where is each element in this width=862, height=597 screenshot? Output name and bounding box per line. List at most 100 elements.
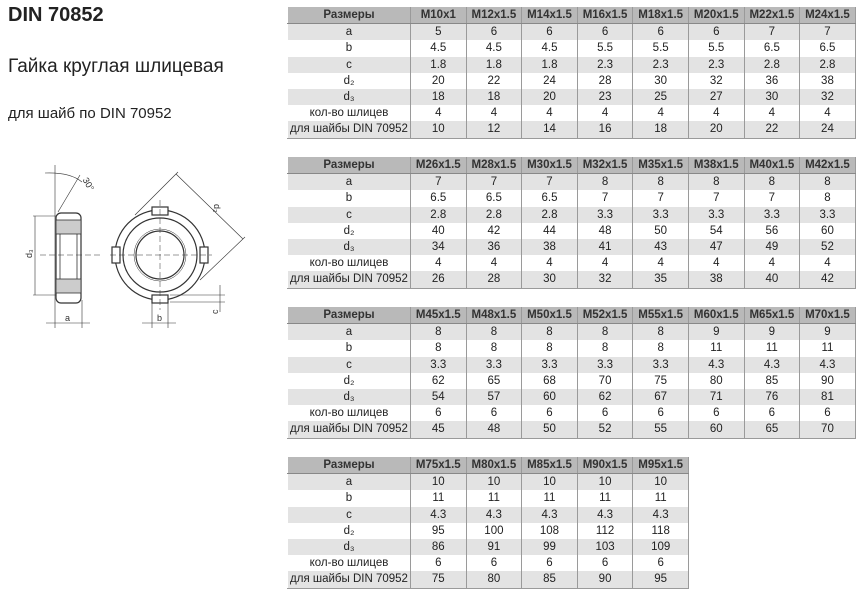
table-cell: 8 bbox=[410, 340, 467, 357]
table-cell: 7 bbox=[743, 190, 801, 207]
row-label: для шайбы DIN 70952 bbox=[287, 271, 411, 289]
table-cell: 4 bbox=[465, 255, 523, 272]
table-row: d₃ 86 91 99 103 109 bbox=[287, 538, 689, 556]
table-cell: 1.8 bbox=[410, 56, 467, 73]
table-cell: 27 bbox=[687, 88, 745, 106]
table-cell: 12 bbox=[465, 121, 523, 139]
row-label: c bbox=[287, 506, 411, 523]
size-header: M45x1.5 bbox=[410, 307, 467, 325]
table-cell: 4.3 bbox=[576, 506, 634, 523]
table-cell: 4.3 bbox=[687, 356, 745, 373]
table-row: d₂ 62 65 68 70 75 80 85 90 bbox=[287, 372, 856, 389]
table-cell: 4 bbox=[521, 105, 578, 122]
table-cell: 8 bbox=[465, 340, 523, 357]
table-cell: 4.5 bbox=[465, 40, 523, 57]
table-cell: 5.5 bbox=[687, 40, 745, 57]
table-cell: 8 bbox=[521, 340, 578, 357]
size-table: Размеры M26x1.5 M28x1.5 M30x1.5 M32x1.5 M35x1… bbox=[287, 157, 856, 289]
table-cell: 20 bbox=[521, 88, 578, 106]
row-label: d₂ bbox=[287, 522, 411, 539]
table-row: b 8 8 8 8 8 11 11 11 bbox=[287, 340, 856, 357]
table-cell: 16 bbox=[576, 121, 634, 139]
table-row: d₃ 34 36 38 41 43 47 49 52 bbox=[287, 238, 856, 256]
row-label: кол-во шлицев bbox=[287, 405, 411, 422]
header-label: Размеры bbox=[287, 157, 411, 175]
size-header: M32x1.5 bbox=[576, 157, 634, 175]
table-cell: 49 bbox=[743, 238, 801, 256]
table-row: b 11 11 11 11 11 bbox=[287, 490, 689, 507]
table-cell: 54 bbox=[410, 388, 467, 406]
table-cell: 36 bbox=[465, 238, 523, 256]
table-cell: 118 bbox=[632, 522, 689, 539]
table-cell: 11 bbox=[465, 490, 523, 507]
table-cell: 81 bbox=[799, 388, 856, 406]
row-label: кол-во шлицев bbox=[287, 255, 411, 272]
size-header: M90x1.5 bbox=[576, 457, 634, 475]
table-cell: 30 bbox=[743, 88, 801, 106]
row-label: b bbox=[287, 190, 411, 207]
table-cell: 6 bbox=[521, 405, 578, 422]
size-header: M95x1.5 bbox=[632, 457, 689, 475]
table-cell: 4 bbox=[799, 105, 856, 122]
table-cell: 44 bbox=[521, 222, 578, 239]
table-cell: 8 bbox=[687, 173, 745, 191]
size-header: M10x1 bbox=[410, 7, 467, 25]
table-cell: 8 bbox=[521, 323, 578, 341]
table-cell: 4 bbox=[521, 255, 578, 272]
size-header: M12x1.5 bbox=[465, 7, 523, 25]
table-cell: 4.3 bbox=[521, 506, 578, 523]
table-cell: 36 bbox=[743, 72, 801, 89]
table-cell: 48 bbox=[465, 421, 523, 439]
table-cell: 11 bbox=[743, 340, 801, 357]
header-label: Размеры bbox=[287, 457, 411, 475]
table-cell: 32 bbox=[799, 88, 856, 106]
table-cell: 4 bbox=[743, 105, 801, 122]
angle-label: 30° bbox=[81, 176, 97, 193]
table-cell: 52 bbox=[576, 421, 634, 439]
table-row: кол-во шлицев 4 4 4 4 4 4 4 4 bbox=[287, 255, 856, 272]
table-cell: 8 bbox=[576, 340, 634, 357]
table-cell: 90 bbox=[576, 571, 634, 589]
size-table: Размеры M75x1.5 M80x1.5 M85x1.5 M90x1.5 M95x1… bbox=[287, 457, 689, 589]
table-cell: 11 bbox=[576, 490, 634, 507]
table-cell: 38 bbox=[687, 271, 745, 289]
table-cell: 10 bbox=[521, 473, 578, 491]
table-row: b 4.5 4.5 4.5 5.5 5.5 5.5 6.5 6.5 bbox=[287, 40, 856, 57]
table-cell: 8 bbox=[465, 323, 523, 341]
table-cell: 100 bbox=[465, 522, 523, 539]
row-label: d₃ bbox=[287, 238, 411, 256]
table-row: c 2.8 2.8 2.8 3.3 3.3 3.3 3.3 3.3 bbox=[287, 206, 856, 223]
header-row: Размеры M10x1 M12x1.5 M14x1.5 M16x1.5 M18x1.5… bbox=[287, 7, 856, 25]
table-cell: 4 bbox=[799, 255, 856, 272]
table-cell: 86 bbox=[410, 538, 467, 556]
table-cell: 4 bbox=[576, 255, 634, 272]
table-cell: 71 bbox=[687, 388, 745, 406]
table-cell: 2.3 bbox=[687, 56, 745, 73]
table-cell: 54 bbox=[687, 222, 745, 239]
table-cell: 4 bbox=[410, 105, 467, 122]
table-cell: 6 bbox=[632, 555, 689, 572]
b-label: b bbox=[157, 313, 162, 323]
size-header: M16x1.5 bbox=[576, 7, 634, 25]
table-cell: 23 bbox=[576, 88, 634, 106]
row-label: c bbox=[287, 206, 411, 223]
table-cell: 4.5 bbox=[521, 40, 578, 57]
size-header: M50x1.5 bbox=[521, 307, 578, 325]
table-cell: 3.3 bbox=[632, 206, 689, 223]
table-row: c 1.8 1.8 1.8 2.3 2.3 2.3 2.8 2.8 bbox=[287, 56, 856, 73]
table-cell: 103 bbox=[576, 538, 634, 556]
table-cell: 10 bbox=[465, 473, 523, 491]
table-cell: 7 bbox=[799, 23, 856, 41]
table-cell: 56 bbox=[743, 222, 801, 239]
table-cell: 7 bbox=[521, 173, 578, 191]
table-cell: 4.3 bbox=[799, 356, 856, 373]
table-cell: 4 bbox=[743, 255, 801, 272]
table-cell: 6 bbox=[687, 23, 745, 41]
table-cell: 6 bbox=[410, 555, 467, 572]
table-cell: 91 bbox=[465, 538, 523, 556]
table-cell: 9 bbox=[743, 323, 801, 341]
d3-label: d₃ bbox=[24, 249, 34, 258]
table-cell: 18 bbox=[632, 121, 689, 139]
table-cell: 11 bbox=[410, 490, 467, 507]
